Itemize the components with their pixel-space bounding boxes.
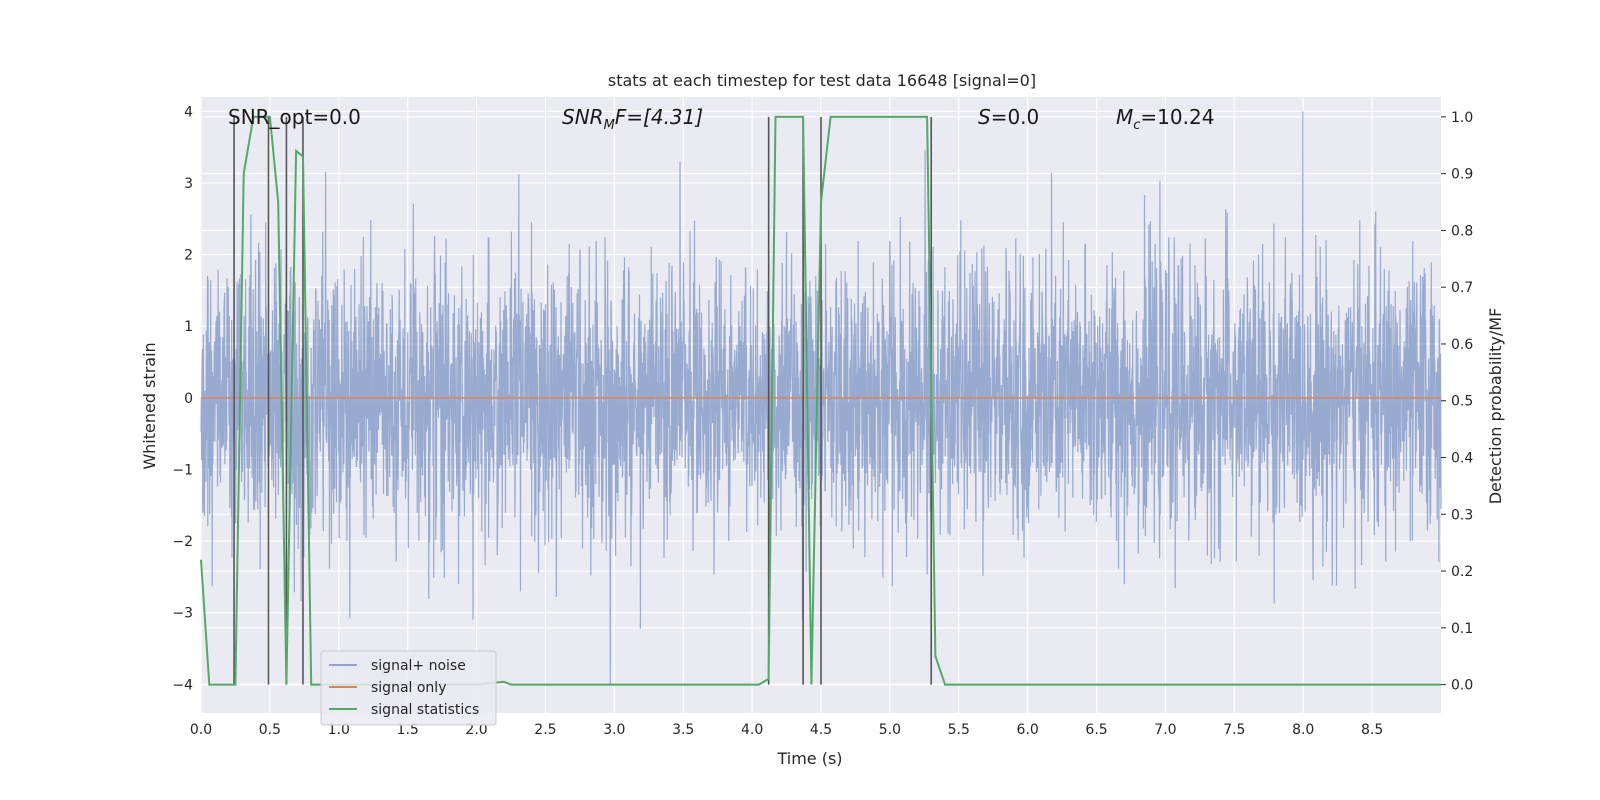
y-tick-label-left: −3 bbox=[172, 606, 193, 622]
x-tick-label: 7.5 bbox=[1223, 722, 1245, 738]
annotation-mc-rest: =10.24 bbox=[1140, 105, 1214, 129]
y-axis-left-label: Whitened strain bbox=[140, 342, 159, 469]
y-tick-label-left: 3 bbox=[184, 176, 193, 192]
legend-label-signal-only: signal only bbox=[371, 680, 446, 696]
legend-label-signal-statistics: signal statistics bbox=[371, 702, 479, 718]
annotation-snr-mf-main: SNR bbox=[562, 105, 604, 129]
x-tick-label: 4.5 bbox=[810, 722, 832, 738]
x-tick-label: 5.5 bbox=[948, 722, 970, 738]
x-tick-label: 0.5 bbox=[259, 722, 281, 738]
x-tick-label: 2.5 bbox=[534, 722, 556, 738]
legend-box bbox=[320, 650, 497, 726]
legend: signal+ noise signal only signal statist… bbox=[320, 650, 497, 726]
y-tick-label-left: 0 bbox=[184, 391, 193, 407]
annotation-mc: Mc=10.24 bbox=[1116, 105, 1214, 133]
y-tick-label-right: 0.5 bbox=[1451, 394, 1473, 410]
x-tick-label: 8.0 bbox=[1292, 722, 1314, 738]
y-axis-right-label: Detection probability/MF bbox=[1486, 308, 1505, 505]
y-tick-label-left: −2 bbox=[172, 534, 193, 550]
y-tick-label-right: 0.2 bbox=[1451, 564, 1473, 580]
x-tick-label: 8.5 bbox=[1361, 722, 1383, 738]
y-tick-label-right: 0.6 bbox=[1451, 337, 1473, 353]
x-tick-label: 3.0 bbox=[603, 722, 625, 738]
y-axis-left-ticks: −4 −3 −2 −1 0 1 2 3 4 bbox=[172, 104, 193, 693]
y-tick-label-right: 0.0 bbox=[1451, 678, 1473, 694]
y-tick-label-right: 0.7 bbox=[1451, 280, 1473, 296]
y-tick-label-left: 2 bbox=[184, 248, 193, 264]
annotation-snr-mf-rest: F=[4.31] bbox=[615, 105, 703, 129]
x-tick-label: 7.0 bbox=[1154, 722, 1176, 738]
y-tick-label-left: 4 bbox=[184, 104, 193, 120]
x-tick-label: 4.0 bbox=[741, 722, 763, 738]
annotation-snr-opt: SNR_opt=0.0 bbox=[228, 105, 361, 129]
annotation-s-main: S bbox=[978, 105, 991, 129]
annotation-snr-mf: SNRMF=[4.31] bbox=[562, 105, 703, 133]
x-tick-label: 0.0 bbox=[190, 722, 212, 738]
annotation-s-rest: =0.0 bbox=[991, 105, 1040, 129]
y-tick-label-left: −4 bbox=[172, 677, 193, 693]
y-tick-label-right: 0.4 bbox=[1451, 451, 1473, 467]
x-tick-label: 1.0 bbox=[328, 722, 350, 738]
y-tick-label-left: −1 bbox=[172, 462, 193, 478]
y-tick-label-right: 0.9 bbox=[1451, 167, 1473, 183]
y-tick-label-right: 0.3 bbox=[1451, 507, 1473, 523]
annotation-snr-mf-sub: M bbox=[604, 118, 615, 133]
y-axis-right-ticks: 0.0 0.1 0.2 0.3 0.4 0.5 0.6 0.7 0.8 0.9 1.0 bbox=[1441, 110, 1473, 694]
annotation-s: S=0.0 bbox=[978, 105, 1039, 129]
y-tick-label-left: 1 bbox=[184, 319, 193, 335]
x-tick-label: 6.0 bbox=[1017, 722, 1039, 738]
x-tick-label: 1.5 bbox=[397, 722, 419, 738]
annotation-mc-sub: c bbox=[1133, 118, 1140, 133]
y-tick-label-right: 1.0 bbox=[1451, 110, 1473, 126]
y-tick-label-right: 0.8 bbox=[1451, 223, 1473, 239]
legend-label-signal-noise: signal+ noise bbox=[371, 658, 466, 674]
x-axis-ticks: 0.0 0.5 1.0 1.5 2.0 2.5 3.0 3.5 4.0 4.5 5.0 5.5 6.0 6… bbox=[190, 722, 1383, 738]
signal-statistics-line bbox=[200, 115, 1441, 686]
x-tick-label: 5.0 bbox=[879, 722, 901, 738]
chart-title: stats at each timestep for test data 166… bbox=[608, 71, 1036, 90]
annotation-mc-main: M bbox=[1116, 105, 1133, 129]
x-axis-label: Time (s) bbox=[776, 749, 842, 768]
y-tick-label-right: 0.1 bbox=[1451, 621, 1473, 637]
x-tick-label: 2.0 bbox=[465, 722, 487, 738]
x-tick-label: 6.5 bbox=[1085, 722, 1107, 738]
signal-statistics-series bbox=[200, 115, 1441, 686]
x-tick-label: 3.5 bbox=[672, 722, 694, 738]
